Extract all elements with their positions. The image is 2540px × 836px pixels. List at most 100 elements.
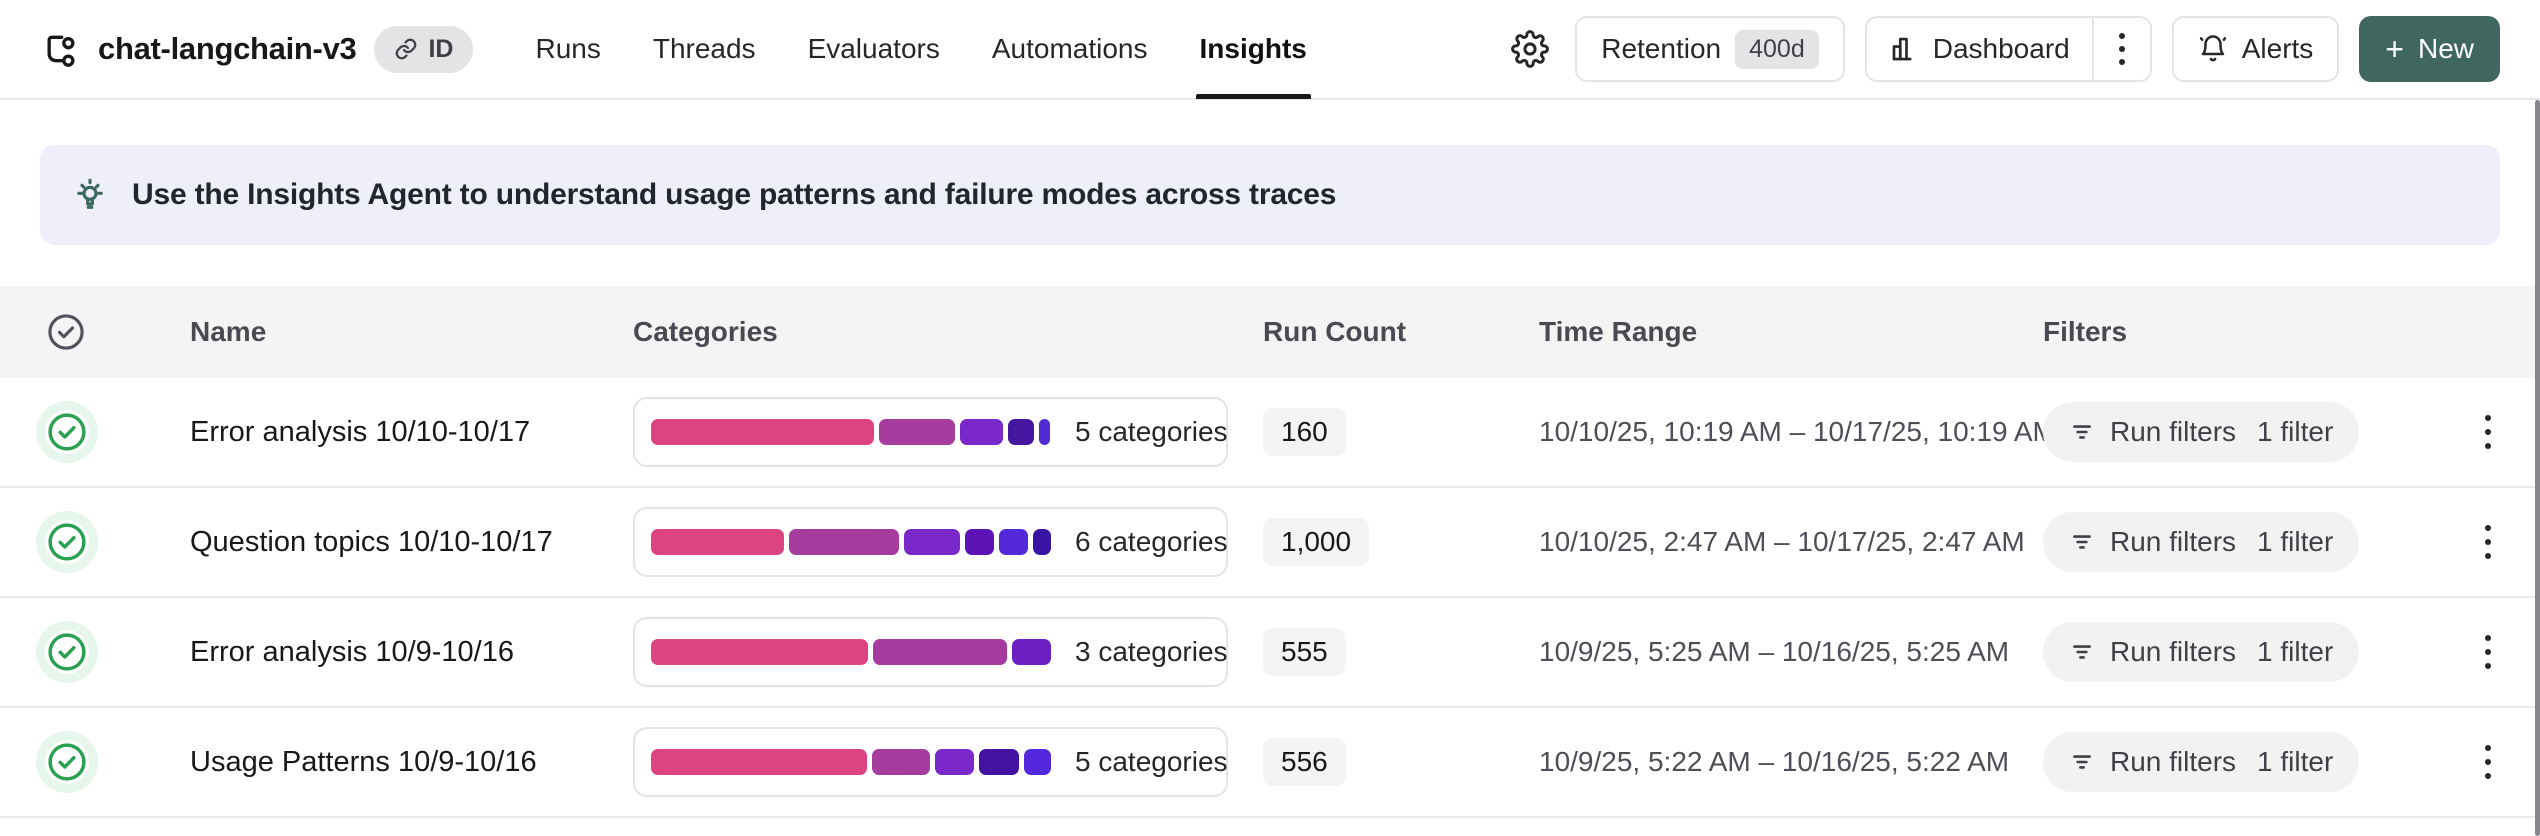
- category-distribution-bar: [651, 529, 1053, 555]
- vertical-scrollbar[interactable]: [2535, 100, 2540, 836]
- select-all-cell: [45, 311, 190, 353]
- project-title: chat-langchain-v3: [98, 31, 357, 66]
- run-filters-pill[interactable]: Run filters 1 filter: [2043, 732, 2360, 792]
- filter-funnel-icon: [2073, 425, 2091, 439]
- dashboard-split-button: Dashboard: [1864, 16, 2152, 82]
- column-header-filters: Filters: [2043, 316, 2128, 347]
- status-success-icon: [45, 630, 89, 674]
- insight-name[interactable]: Usage Patterns 10/9-10/16: [190, 745, 537, 778]
- insight-name[interactable]: Error analysis 10/9-10/16: [190, 635, 514, 668]
- row-status-cell: [45, 740, 190, 784]
- category-distribution-bar: [651, 749, 1053, 775]
- new-label: New: [2417, 33, 2474, 64]
- run-filters-label: Run filters: [2110, 746, 2237, 777]
- time-range-text: 10/9/25, 5:25 AM – 10/16/25, 5:25 AM: [1539, 636, 2010, 667]
- dashboard-more-button[interactable]: [2094, 18, 2150, 80]
- insights-agent-banner[interactable]: Use the Insights Agent to understand usa…: [40, 145, 2500, 245]
- new-button[interactable]: + New: [2359, 16, 2500, 82]
- copy-id-badge[interactable]: ID: [374, 25, 474, 73]
- tab-evaluators[interactable]: Evaluators: [807, 33, 940, 64]
- run-count-badge: 556: [1263, 738, 1346, 786]
- gear-icon: [1511, 30, 1550, 68]
- select-all-check-icon[interactable]: [45, 311, 87, 353]
- row-menu-button[interactable]: [2464, 512, 2512, 572]
- insight-name[interactable]: Error analysis 10/10-10/17: [190, 415, 531, 448]
- filter-funnel-icon: [2073, 645, 2091, 659]
- row-menu-button[interactable]: [2464, 622, 2512, 682]
- button-divider: [2091, 18, 2094, 80]
- bar-chart-icon: [1892, 37, 1912, 61]
- categories-cell[interactable]: 5 categories: [633, 727, 1228, 797]
- tab-runs[interactable]: Runs: [535, 33, 601, 64]
- status-success-icon: [45, 740, 89, 784]
- project-header: chat-langchain-v3 ID Runs Threads Evalua…: [0, 0, 2540, 100]
- plus-icon: +: [2385, 31, 2404, 67]
- categories-cell[interactable]: 6 categories: [633, 507, 1228, 577]
- column-header-name: Name: [190, 316, 267, 347]
- run-filters-pill[interactable]: Run filters 1 filter: [2043, 402, 2360, 462]
- time-range-text: 10/9/25, 5:22 AM – 10/16/25, 5:22 AM: [1539, 746, 2010, 777]
- row-menu-button[interactable]: [2464, 732, 2512, 792]
- filter-funnel-icon: [2073, 535, 2091, 549]
- project-tabs: Runs Threads Evaluators Automations Insi…: [535, 0, 1312, 99]
- row-menu-button[interactable]: [2464, 402, 2512, 462]
- column-header-time-range: Time Range: [1539, 316, 1698, 347]
- tab-insights[interactable]: Insights: [1195, 0, 1312, 99]
- row-status-cell: [45, 520, 190, 564]
- dashboard-label: Dashboard: [1932, 33, 2070, 64]
- categories-count-label: 5 categories: [1075, 746, 1228, 777]
- bell-icon: [2199, 35, 2226, 62]
- insight-name[interactable]: Question topics 10/10-10/17: [190, 525, 553, 558]
- run-filters-label: Run filters: [2110, 636, 2237, 667]
- table-row[interactable]: Error analysis 10/9-10/16 3 categories 5…: [0, 598, 2540, 708]
- status-success-icon: [45, 410, 89, 454]
- category-distribution-bar: [651, 639, 1053, 665]
- header-actions: Retention 400d Dashboard: [1505, 16, 2500, 82]
- retention-label: Retention: [1601, 33, 1722, 64]
- banner-text: Use the Insights Agent to understand usa…: [132, 178, 1337, 211]
- run-filters-label: Run filters: [2110, 526, 2237, 557]
- filter-count-label: 1 filter: [2257, 416, 2334, 447]
- filter-count-label: 1 filter: [2257, 746, 2334, 777]
- row-status-cell: [45, 630, 190, 674]
- link-icon: [396, 38, 417, 60]
- categories-count-label: 6 categories: [1075, 526, 1228, 557]
- id-badge-label: ID: [428, 34, 454, 63]
- table-header: Name Categories Run Count Time Range Fil…: [0, 286, 2540, 378]
- run-count-badge: 1,000: [1263, 518, 1370, 566]
- alerts-label: Alerts: [2241, 33, 2314, 64]
- table-row[interactable]: Question topics 10/10-10/17 6 categories…: [0, 488, 2540, 598]
- column-header-run-count: Run Count: [1263, 316, 1407, 347]
- run-count-badge: 555: [1263, 628, 1346, 676]
- tab-automations[interactable]: Automations: [991, 33, 1148, 64]
- project-brand: chat-langchain-v3 ID: [40, 25, 474, 73]
- categories-cell[interactable]: 5 categories: [633, 397, 1228, 467]
- table-row[interactable]: Error analysis 10/10-10/17 5 categories …: [0, 378, 2540, 488]
- filter-count-label: 1 filter: [2257, 636, 2334, 667]
- run-count-badge: 160: [1263, 408, 1346, 456]
- retention-value-badge: 400d: [1735, 29, 1819, 69]
- dashboard-button[interactable]: Dashboard: [1867, 18, 2092, 80]
- retention-button[interactable]: Retention 400d: [1575, 16, 1845, 82]
- column-header-categories: Categories: [633, 316, 778, 347]
- categories-count-label: 5 categories: [1075, 416, 1228, 447]
- categories-cell[interactable]: 3 categories: [633, 617, 1228, 687]
- run-filters-pill[interactable]: Run filters 1 filter: [2043, 512, 2360, 572]
- categories-count-label: 3 categories: [1075, 636, 1228, 667]
- project-tree-icon: [47, 35, 75, 67]
- filter-funnel-icon: [2073, 755, 2091, 769]
- table-row[interactable]: Usage Patterns 10/9-10/16 5 categories 5…: [0, 708, 2540, 818]
- filter-count-label: 1 filter: [2257, 526, 2334, 557]
- lightbulb-icon: [77, 178, 103, 209]
- run-filters-label: Run filters: [2110, 416, 2237, 447]
- run-filters-pill[interactable]: Run filters 1 filter: [2043, 622, 2360, 682]
- time-range-text: 10/10/25, 10:19 AM – 10/17/25, 10:19 AM: [1539, 416, 2056, 447]
- alerts-button[interactable]: Alerts: [2171, 16, 2340, 82]
- settings-button[interactable]: [1505, 24, 1555, 74]
- time-range-text: 10/10/25, 2:47 AM – 10/17/25, 2:47 AM: [1539, 526, 2025, 557]
- status-success-icon: [45, 520, 89, 564]
- category-distribution-bar: [651, 419, 1053, 445]
- row-status-cell: [45, 410, 190, 454]
- tab-threads[interactable]: Threads: [652, 33, 756, 64]
